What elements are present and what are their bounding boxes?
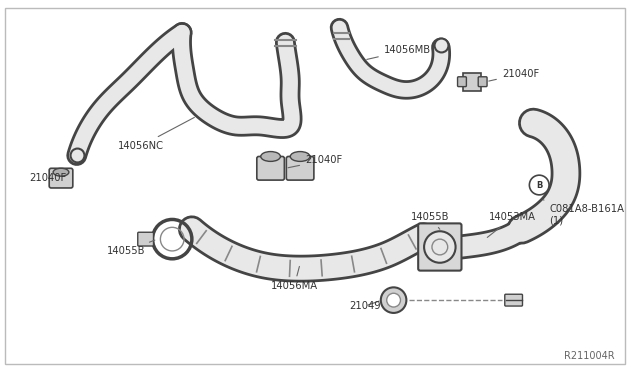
FancyBboxPatch shape <box>478 77 487 87</box>
Text: 14056MB: 14056MB <box>367 45 431 60</box>
Ellipse shape <box>53 168 69 176</box>
Text: B: B <box>536 180 543 189</box>
Text: 21040F: 21040F <box>288 155 342 168</box>
Text: 21040F: 21040F <box>489 69 539 81</box>
Text: 21040F: 21040F <box>29 173 67 183</box>
Circle shape <box>529 175 549 195</box>
FancyBboxPatch shape <box>49 168 73 188</box>
Circle shape <box>387 293 401 307</box>
FancyBboxPatch shape <box>505 294 522 306</box>
Circle shape <box>424 231 456 263</box>
Text: 21049: 21049 <box>349 301 381 311</box>
FancyBboxPatch shape <box>257 157 284 180</box>
Text: 14055B: 14055B <box>412 212 450 229</box>
FancyBboxPatch shape <box>458 77 467 87</box>
Circle shape <box>381 287 406 313</box>
FancyBboxPatch shape <box>463 73 481 90</box>
Text: 14055B: 14055B <box>107 240 155 256</box>
FancyBboxPatch shape <box>418 224 461 270</box>
Text: R211004R: R211004R <box>564 351 615 361</box>
FancyBboxPatch shape <box>286 157 314 180</box>
Ellipse shape <box>260 151 280 161</box>
Text: C081A8-B161A
(1): C081A8-B161A (1) <box>543 200 624 225</box>
FancyBboxPatch shape <box>138 232 154 246</box>
Text: 14056NC: 14056NC <box>118 118 195 151</box>
Ellipse shape <box>291 151 310 161</box>
Text: 14053MA: 14053MA <box>487 212 536 237</box>
Text: 14056MA: 14056MA <box>271 266 317 291</box>
